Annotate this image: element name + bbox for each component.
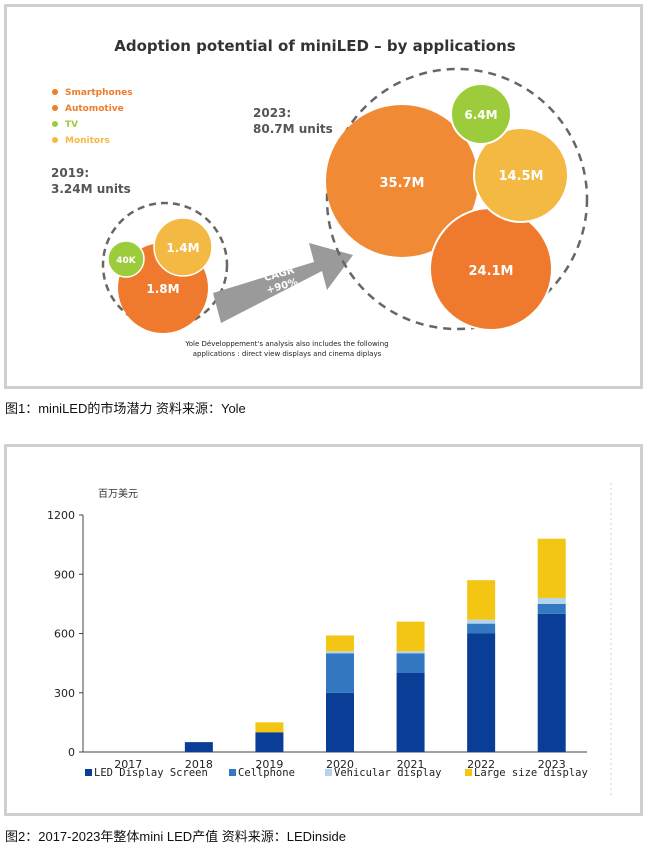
bar-segment bbox=[396, 653, 425, 673]
legend-label-monitors: Monitors bbox=[65, 136, 110, 146]
y-tick-label: 300 bbox=[54, 687, 75, 700]
bar-segment bbox=[537, 597, 566, 604]
figure-1-caption: 图1：miniLED的市场潜力 资料来源：Yole bbox=[5, 401, 246, 416]
figure-2-panel: 百万美元 0 300 600 900 1200 2017 2018 2019 2020 2021 2… bbox=[4, 444, 643, 816]
legend-swatch bbox=[229, 769, 236, 776]
x-tick-label: 2017 bbox=[114, 758, 142, 771]
bubble-2019-40k bbox=[107, 240, 145, 278]
bar-segment bbox=[537, 613, 566, 752]
bubble-chart: Adoption potential of miniLED – by appli… bbox=[51, 37, 589, 358]
bubble-label-1-4m: 1.4M bbox=[166, 241, 199, 255]
stacked-bar-chart: 百万美元 0 300 600 900 1200 2017 2018 2019 2020 2021 2… bbox=[47, 483, 612, 797]
bar-segment bbox=[184, 742, 213, 752]
growth-arrow bbox=[213, 243, 353, 323]
note-line-1: Yole Développement's analysis also inclu… bbox=[184, 340, 388, 348]
bar-segment bbox=[326, 651, 354, 654]
bubble-label-24-1m: 24.1M bbox=[468, 264, 513, 279]
y-tick-label: 0 bbox=[68, 746, 75, 759]
legend-label-smartphones: Smartphones bbox=[65, 88, 133, 98]
bar-segment bbox=[255, 732, 284, 752]
legend-label: Vehicular display bbox=[334, 767, 441, 779]
bar-segment bbox=[326, 653, 354, 693]
legend-swatch bbox=[325, 769, 332, 776]
bubble-label-6-4m: 6.4M bbox=[464, 108, 497, 122]
unit-label: 百万美元 bbox=[98, 487, 138, 500]
legend-label: LED Display Screen bbox=[94, 767, 208, 779]
x-tick-label: 2019 bbox=[255, 758, 283, 771]
group-2019-year: 2019: bbox=[51, 166, 89, 180]
bar-segment bbox=[467, 619, 496, 624]
chart-title: Adoption potential of miniLED – by appli… bbox=[114, 37, 516, 55]
chart-bars bbox=[184, 538, 566, 752]
bubble-label-40k: 40K bbox=[116, 256, 137, 266]
bar-segment bbox=[537, 603, 566, 614]
x-tick-label: 2022 bbox=[467, 758, 495, 771]
chart-legend: LED Display Screen Cellphone Vehicular dis… bbox=[85, 767, 588, 779]
legend-marker-monitors bbox=[52, 137, 58, 143]
group-2023-year: 2023: bbox=[253, 106, 291, 120]
bar-segment bbox=[537, 538, 566, 598]
group-2023-outline bbox=[325, 67, 589, 331]
bubble-2019-1-4m bbox=[153, 217, 213, 277]
bubble-label-14-5m: 14.5M bbox=[498, 169, 543, 184]
bar-segment bbox=[467, 633, 496, 752]
bar-segment bbox=[255, 722, 284, 733]
y-tick-label: 600 bbox=[54, 628, 75, 641]
bar-segment bbox=[396, 673, 425, 752]
figure-1-panel: Adoption potential of miniLED – by appli… bbox=[4, 4, 643, 389]
legend: Smartphones Automotive TV Monitors bbox=[52, 88, 133, 146]
legend-marker-automotive bbox=[52, 105, 58, 111]
legend-label: Cellphone bbox=[238, 767, 295, 779]
legend-marker-smartphones bbox=[52, 89, 58, 95]
bubble-2023-14-5m bbox=[473, 127, 569, 223]
legend-swatch bbox=[465, 769, 472, 776]
bar-segment bbox=[396, 621, 425, 652]
legend-swatch bbox=[85, 769, 92, 776]
legend-label-tv: TV bbox=[65, 120, 78, 130]
legend-label: Large size display bbox=[474, 767, 588, 779]
group-2023-total: 80.7M units bbox=[253, 122, 333, 136]
x-tick-label: 2020 bbox=[326, 758, 354, 771]
x-tick-label: 2021 bbox=[397, 758, 425, 771]
x-tick-label: 2018 bbox=[185, 758, 213, 771]
figure-2-caption: 图2：2017-2023年整体mini LED产值 资料来源：LEDinside bbox=[5, 829, 347, 844]
legend-marker-tv bbox=[52, 121, 58, 127]
bar-segment bbox=[326, 635, 354, 652]
bar-segment bbox=[467, 580, 496, 620]
bubble-label-35-7m: 35.7M bbox=[379, 176, 424, 191]
chart-axes: 0 300 600 900 1200 2017 2018 2019 2020 2021 2022 20… bbox=[47, 509, 587, 771]
y-tick-label: 1200 bbox=[47, 509, 75, 522]
group-2019-total: 3.24M units bbox=[51, 182, 131, 196]
bar-segment bbox=[326, 692, 354, 752]
x-tick-label: 2023 bbox=[538, 758, 566, 771]
bar-segment bbox=[396, 651, 425, 654]
legend-label-automotive: Automotive bbox=[65, 104, 124, 114]
note-line-2: applications : direct view displays and … bbox=[193, 350, 382, 358]
bubble-2023-6-4m bbox=[450, 83, 512, 145]
bubble-2023-35-7m bbox=[326, 105, 478, 257]
y-tick-label: 900 bbox=[54, 568, 75, 581]
bubble-label-1-8m: 1.8M bbox=[146, 282, 179, 296]
bar-segment bbox=[467, 623, 496, 634]
